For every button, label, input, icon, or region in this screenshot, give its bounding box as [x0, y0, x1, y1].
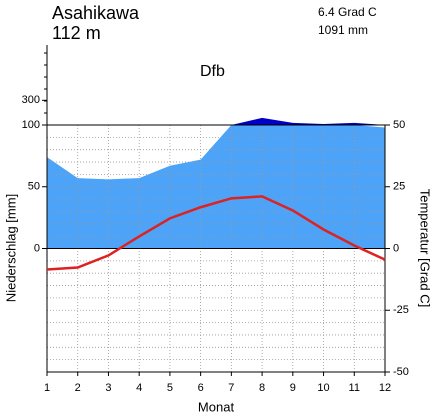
x-axis-label: Monat: [198, 399, 235, 414]
x-tick-label: 12: [379, 382, 391, 394]
x-tick-label: 7: [228, 382, 234, 394]
y2-axis-label: Temperatur [Grad C]: [418, 189, 433, 308]
x-tick-label: 3: [105, 382, 111, 394]
chart-title: Asahikawa: [52, 3, 140, 23]
x-tick-label: 8: [259, 382, 265, 394]
y-tick-label: 0: [34, 242, 40, 254]
x-tick-label: 6: [198, 382, 204, 394]
x-tick-label: 2: [75, 382, 81, 394]
y-axis-label: Niederschlag [mm]: [3, 194, 18, 302]
chart-subtitle: 112 m: [52, 23, 101, 43]
x-tick-label: 9: [290, 382, 296, 394]
y2-tick-label: 0: [393, 242, 399, 254]
x-tick-label: 5: [167, 382, 173, 394]
x-tick-label: 11: [349, 382, 360, 394]
y2-tick-label: -50: [393, 366, 409, 378]
annotation: 1091 mm: [318, 23, 368, 37]
y-tick-label: 50: [28, 181, 40, 193]
x-tick-label: 10: [317, 382, 329, 394]
y-tick-label: 100: [22, 119, 40, 131]
temperature-line: [46, 195, 386, 271]
x-tick-label: 4: [136, 382, 142, 394]
y2-tick-label: 25: [393, 181, 405, 193]
precipitation-excess-area: [47, 117, 385, 125]
y2-tick-label: 50: [393, 119, 405, 131]
y-tick-label: 300: [22, 94, 40, 106]
annotation: 6.4 Grad C: [318, 5, 377, 19]
y2-tick-label: -25: [393, 304, 409, 316]
annotation: Dfb: [200, 63, 225, 80]
x-tick-label: 1: [44, 382, 50, 394]
